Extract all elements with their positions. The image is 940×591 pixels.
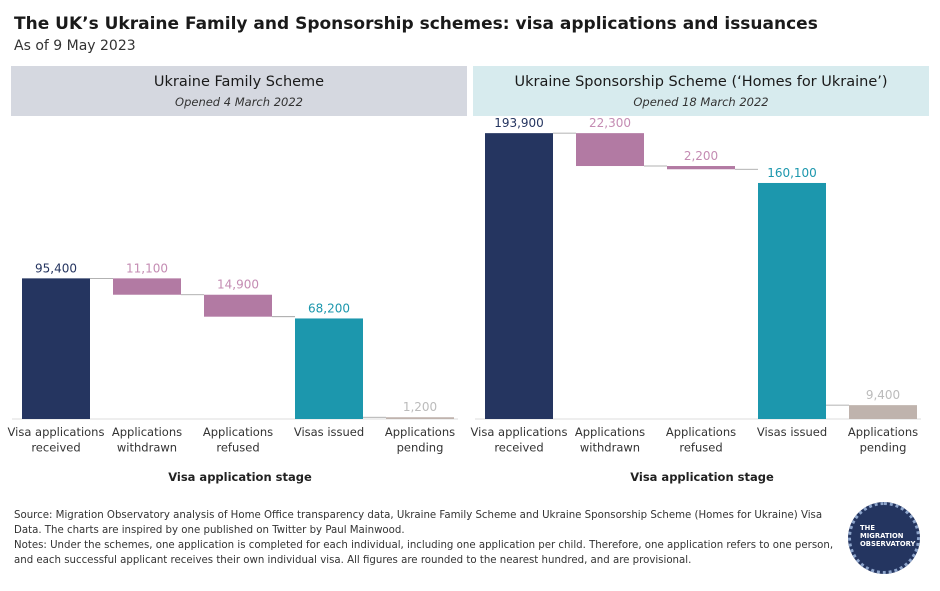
- data-label-sponsorship-5: 9,400: [866, 388, 900, 402]
- axis-title-family: Visa application stage: [168, 470, 312, 484]
- chart-title: The UK’s Ukraine Family and Sponsorship …: [14, 14, 818, 34]
- logo-text: THE MIGRATION OBSERVATORY: [860, 524, 915, 548]
- bar-sponsorship-2: [576, 133, 644, 167]
- category-label-family-3-line-1: Applications: [203, 425, 273, 439]
- category-label-family-1-line-1: Visa applications: [8, 425, 105, 439]
- category-label-sponsorship-5-line-1: Applications: [848, 425, 918, 439]
- axis-title-sponsorship: Visa application stage: [630, 470, 774, 484]
- data-label-family-4: 68,200: [308, 301, 350, 315]
- footer: Source: Migration Observatory analysis o…: [14, 508, 834, 568]
- category-label-family-1-line-2: received: [31, 441, 80, 455]
- panel-title-sponsorship: Ukraine Sponsorship Scheme (‘Homes for U…: [514, 74, 888, 90]
- category-label-family-4-line-1: Visas issued: [294, 425, 364, 439]
- bar-sponsorship-4: [758, 182, 826, 419]
- data-label-family-2: 11,100: [126, 261, 168, 275]
- bar-family-1: [22, 278, 90, 419]
- panel-header-family: Ukraine Family Scheme Opened 4 March 202…: [11, 66, 467, 116]
- category-label-sponsorship-1-line-2: received: [494, 441, 543, 455]
- panel-subtitle-sponsorship: Opened 18 March 2022: [633, 95, 769, 109]
- category-label-sponsorship-3-line-1: Applications: [666, 425, 736, 439]
- logo-line-1: THE: [860, 524, 875, 532]
- waterfall-charts: 95,400 Visa applications received 11,100 App…: [8, 116, 921, 484]
- bar-sponsorship-3: [667, 166, 735, 170]
- category-label-sponsorship-3-line-2: refused: [679, 441, 722, 455]
- category-label-family-2-line-2: withdrawn: [117, 441, 177, 455]
- notes: Notes: Under the schemes, one applicatio…: [14, 540, 834, 566]
- category-label-family-5-line-2: pending: [397, 441, 444, 455]
- data-label-family-3: 14,900: [217, 278, 259, 292]
- data-label-family-5: 1,200: [403, 400, 437, 414]
- bar-family-3: [204, 294, 272, 317]
- bar-family-5: [386, 417, 454, 419]
- category-label-sponsorship-2-line-2: withdrawn: [580, 441, 640, 455]
- data-label-sponsorship-2: 22,300: [589, 116, 631, 130]
- panel-subtitle-family: Opened 4 March 2022: [175, 95, 303, 109]
- category-label-family-5-line-1: Applications: [385, 425, 455, 439]
- chart-subtitle: As of 9 May 2023: [14, 38, 136, 54]
- logo-dots-ring: [848, 502, 920, 574]
- bar-family-4: [295, 318, 363, 419]
- data-label-sponsorship-1: 193,900: [494, 116, 544, 130]
- bar-family-2: [113, 278, 181, 295]
- bar-sponsorship-1: [485, 133, 553, 420]
- source-note: Source: Migration Observatory analysis o…: [14, 510, 823, 536]
- bar-sponsorship-5: [849, 405, 917, 419]
- data-label-sponsorship-4: 160,100: [767, 166, 817, 180]
- panel-header-sponsorship: Ukraine Sponsorship Scheme (‘Homes for U…: [473, 66, 929, 116]
- logo-line-3: OBSERVATORY: [860, 540, 916, 548]
- data-label-sponsorship-3: 2,200: [684, 149, 718, 163]
- data-label-family-1: 95,400: [35, 261, 77, 275]
- category-label-sponsorship-2-line-1: Applications: [575, 425, 645, 439]
- category-label-sponsorship-5-line-2: pending: [860, 441, 907, 455]
- category-label-sponsorship-4-line-1: Visas issued: [757, 425, 827, 439]
- migration-observatory-logo: THE MIGRATION OBSERVATORY: [848, 502, 920, 574]
- category-label-sponsorship-1-line-1: Visa applications: [471, 425, 568, 439]
- panel-title-family: Ukraine Family Scheme: [153, 74, 325, 90]
- category-label-family-3-line-2: refused: [216, 441, 259, 455]
- logo-line-2: MIGRATION: [860, 532, 904, 540]
- category-label-family-2-line-1: Applications: [112, 425, 182, 439]
